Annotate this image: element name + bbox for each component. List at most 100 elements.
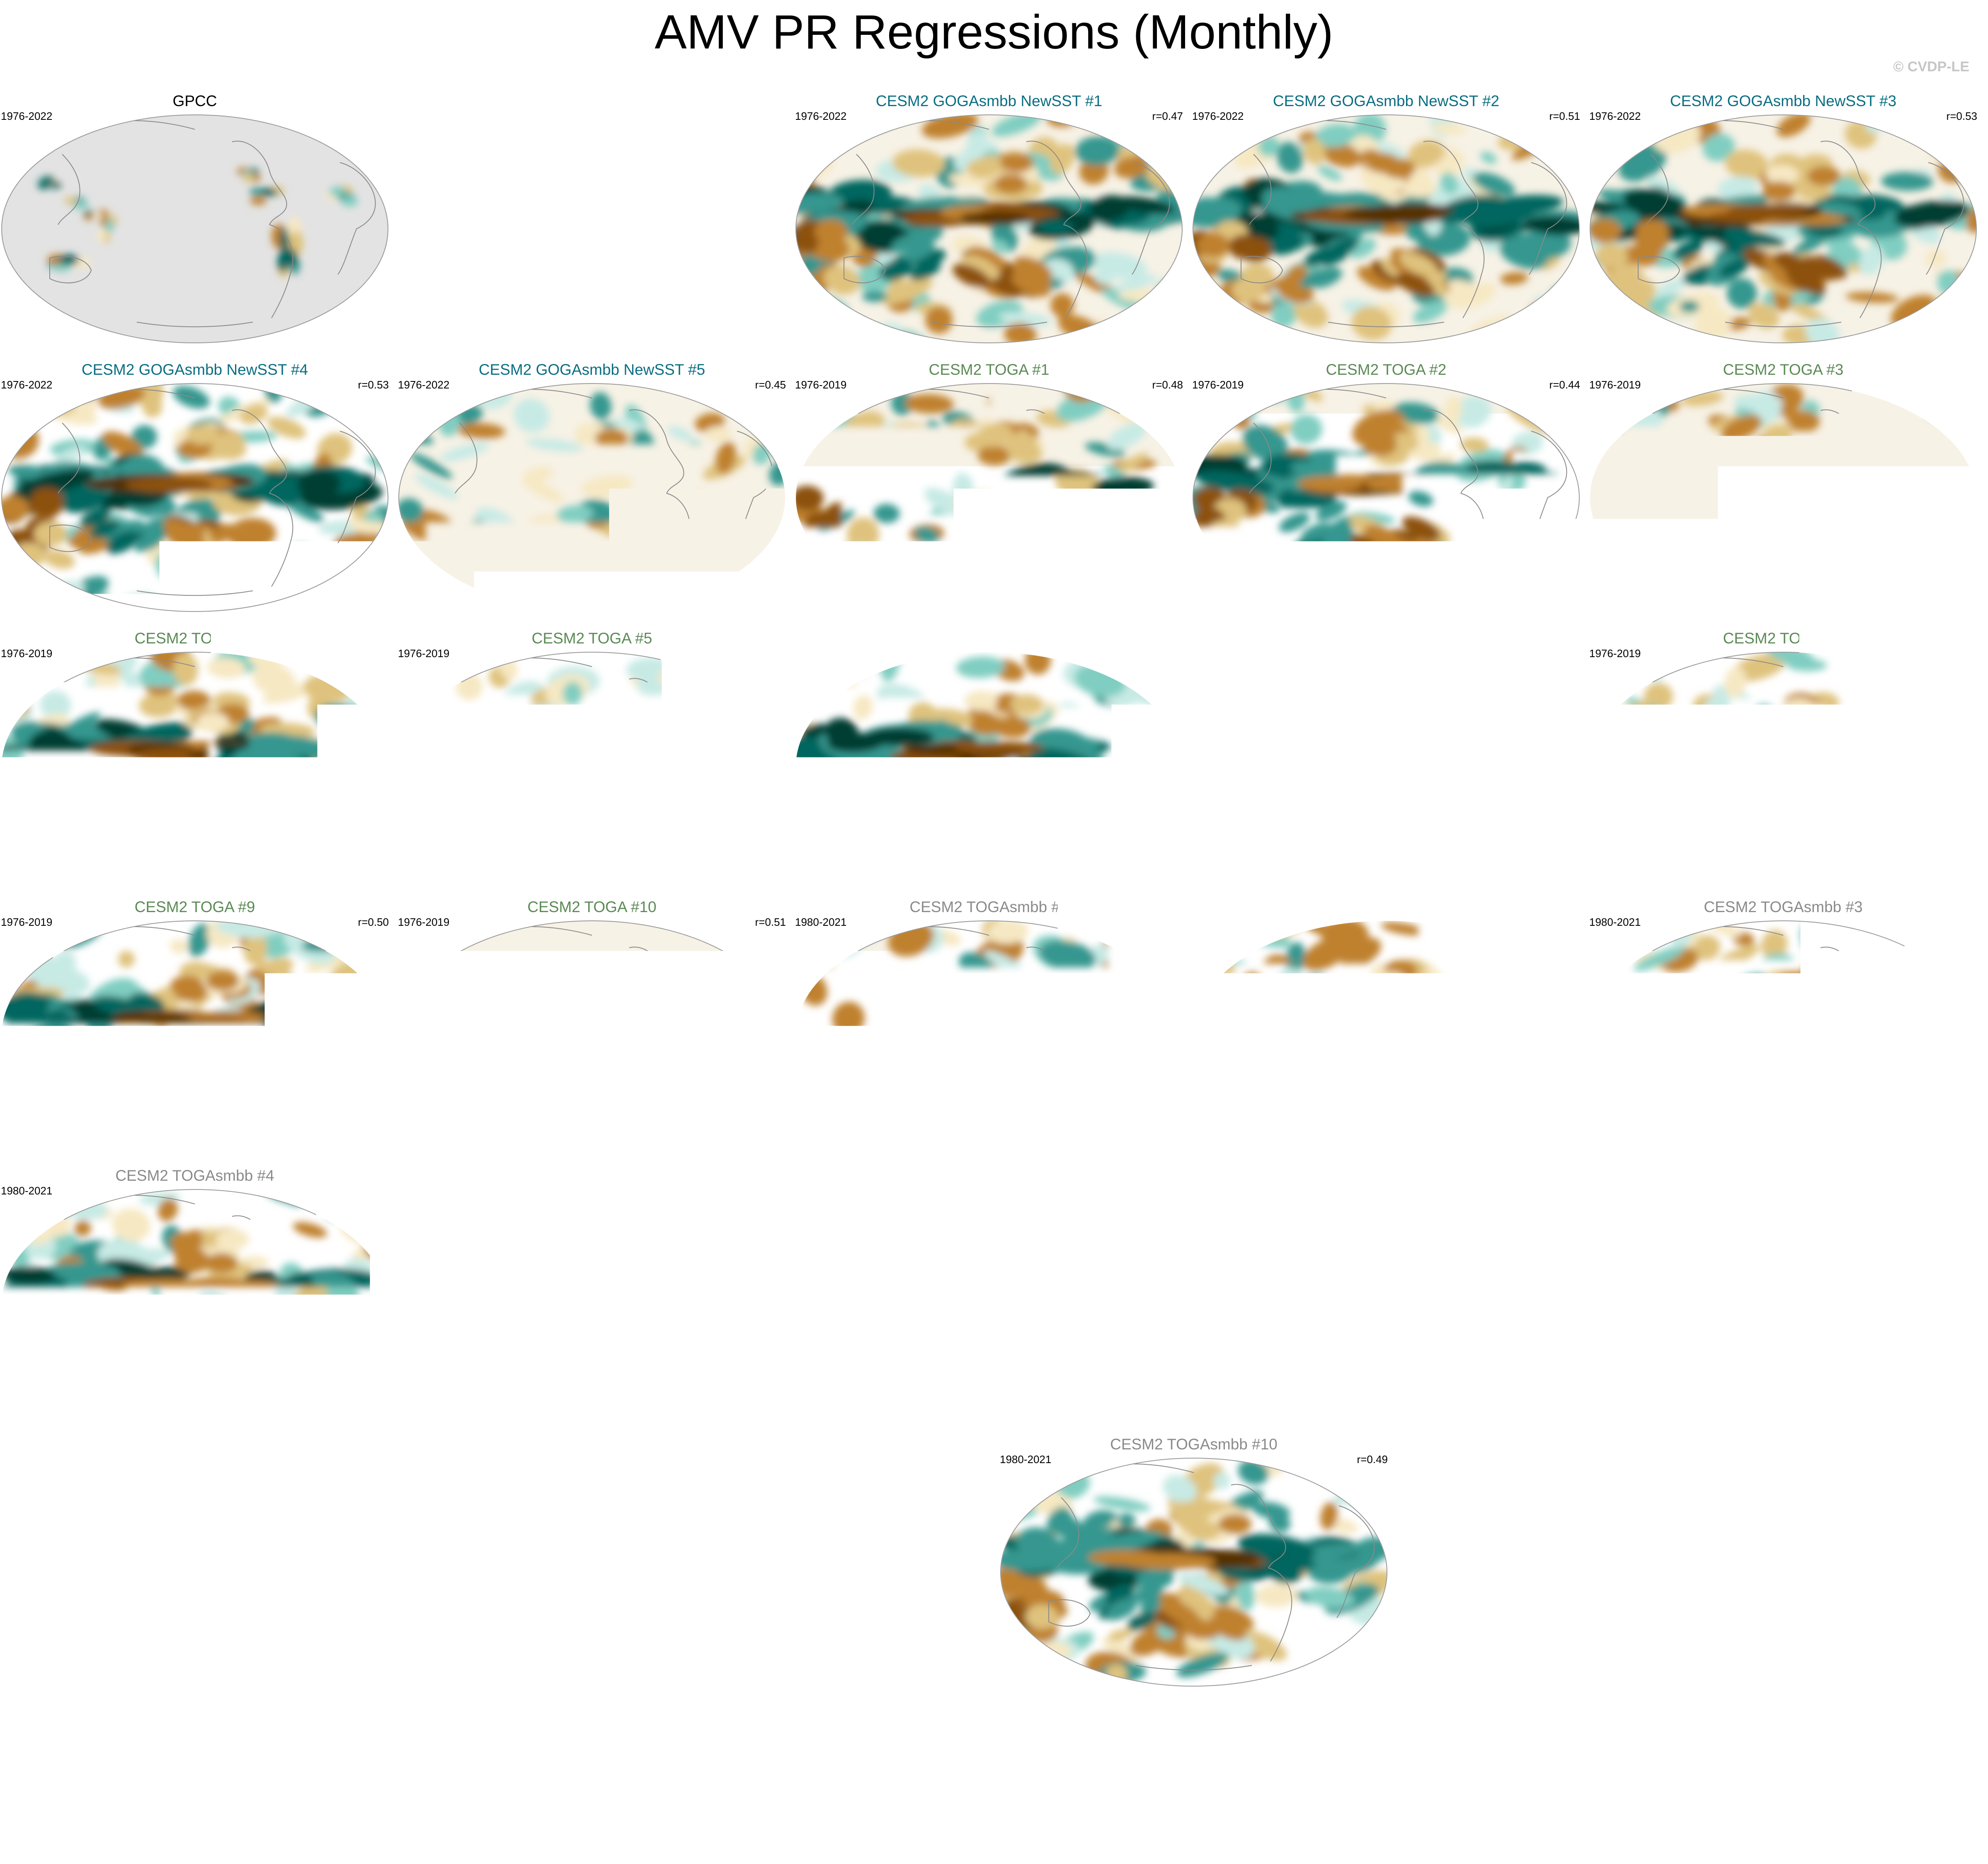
map-field bbox=[0, 361, 390, 618]
panel-title: CESM2 TOGAsmbb #10 bbox=[999, 1435, 1389, 1454]
colorbar-swatch bbox=[573, 1738, 643, 1767]
map-field bbox=[1588, 92, 1978, 349]
panel-years: 1976-2019 bbox=[1, 916, 52, 929]
regression-map bbox=[999, 1435, 1389, 1692]
regression-map bbox=[397, 1167, 787, 1424]
map-field bbox=[397, 898, 787, 1155]
map-panel: CESM2 GOGAsmbb NewSST #5 1976-2022 r=0.45 bbox=[397, 361, 787, 626]
map-panel: CESM2 TOGA #2 1976-2019 r=0.44 bbox=[1191, 361, 1581, 626]
panel-title: CESM2 TOGA #5 bbox=[397, 629, 787, 648]
colorbar-swatch bbox=[1485, 1738, 1555, 1767]
map-field bbox=[602, 1435, 992, 1692]
panel-years: 1976-2019 bbox=[398, 647, 449, 660]
panel-title: CESM2 TOGAsmbb #1 bbox=[794, 898, 1184, 916]
regression-map bbox=[1191, 1167, 1581, 1424]
panel-correlation: r=0.47 bbox=[755, 647, 786, 660]
map-panel: CESM2 TOGA #10 1976-2019 r=0.51 bbox=[397, 898, 787, 1163]
panel-years: 1976-2022 bbox=[398, 379, 449, 391]
panel-correlation: r=0.52 bbox=[1947, 916, 1977, 929]
regression-map bbox=[794, 361, 1184, 618]
panel-title: CESM2 TOGA #2 bbox=[1191, 361, 1581, 379]
panel-title: CESM2 TOGA #7 bbox=[1191, 629, 1581, 648]
map-field bbox=[0, 898, 390, 1155]
panel-years: 1976-2019 bbox=[1589, 379, 1641, 391]
map-field bbox=[794, 1167, 1184, 1424]
panel-title: CESM2 GOGAsmbb NewSST #4 bbox=[0, 361, 390, 379]
panel-correlation: r=0.53 bbox=[755, 1184, 786, 1197]
panel-years: 1980-2021 bbox=[1000, 1453, 1051, 1466]
map-field bbox=[0, 1167, 390, 1424]
map-panel: CESM2 TOGAsmbb #1 1980-2021 r=0.52 bbox=[794, 898, 1184, 1163]
map-panel: CESM2 TOGA #4 1976-2019 r=0.42 bbox=[0, 629, 390, 895]
map-panel-grid: GPCC 1976-2022 CESM2 GOGAsmbb NewSST #1 197… bbox=[0, 0, 1988, 1864]
panel-title: CESM2 TOGAsmbb #3 bbox=[1588, 898, 1978, 916]
panel-correlation: r=0.49 bbox=[1357, 1453, 1388, 1466]
panel-correlation: r=0.45 bbox=[755, 379, 786, 391]
map-panel: CESM2 TOGAsmbb #5 1980-2021 r=0.53 bbox=[397, 1167, 787, 1432]
regression-map bbox=[1191, 92, 1581, 349]
colorbar-swatch bbox=[784, 1738, 854, 1767]
colorbar-swatch bbox=[1204, 1738, 1274, 1767]
panel-correlation: r=0.44 bbox=[1549, 647, 1580, 660]
panel-years: 1976-2019 bbox=[1, 647, 52, 660]
regression-map bbox=[602, 1435, 992, 1692]
regression-map bbox=[1588, 92, 1978, 349]
colorbar-tick-label: -0.75 bbox=[671, 1770, 756, 1813]
regression-map bbox=[0, 92, 390, 349]
panel-title: CESM2 TOGAsmbb #6 bbox=[794, 1167, 1184, 1185]
panel-correlation: r=0.43 bbox=[1549, 1184, 1580, 1197]
panel-title: GPCC bbox=[0, 92, 390, 110]
map-panel: CESM2 TOGA #3 1976-2019 r=0.51 bbox=[1588, 361, 1978, 626]
panel-years: 1980-2021 bbox=[795, 1184, 846, 1197]
panel-years: 1976-2019 bbox=[1589, 647, 1641, 660]
panel-correlation: r=0.47 bbox=[1152, 1184, 1183, 1197]
colorbar-units-label: mm/day bbox=[0, 1808, 1988, 1850]
panel-correlation: r=0.51 bbox=[1947, 1184, 1977, 1197]
map-panel: CESM2 TOGA #5 1976-2019 r=0.47 bbox=[397, 629, 787, 895]
panel-correlation: r=0.51 bbox=[755, 916, 786, 929]
colorbar-swatch bbox=[854, 1738, 924, 1767]
colorbar-tick-label: 0.75 bbox=[1238, 1770, 1311, 1813]
panel-title: CESM2 TOGAsmbb #5 bbox=[397, 1167, 787, 1185]
colorbar-swatch bbox=[1555, 1738, 1625, 1767]
regression-map bbox=[1588, 361, 1978, 618]
panel-correlation: r=0.53 bbox=[358, 379, 389, 391]
map-field bbox=[999, 1435, 1389, 1692]
map-panel: CESM2 TOGAsmbb #8 1980-2021 r=0.51 bbox=[1588, 1167, 1978, 1432]
colorbar-swatch bbox=[363, 1738, 433, 1767]
regression-map bbox=[0, 898, 390, 1155]
colorbar-swatch bbox=[1274, 1738, 1344, 1767]
panel-correlation: r=0.48 bbox=[1152, 379, 1183, 391]
map-panel: CESM2 GOGAsmbb NewSST #1 1976-2022 r=0.47 bbox=[794, 92, 1184, 357]
regression-map bbox=[794, 92, 1184, 349]
colorbar-swatch bbox=[1625, 1738, 1695, 1767]
map-panel: CESM2 TOGA #9 1976-2019 r=0.50 bbox=[0, 898, 390, 1163]
panel-years: 1976-2022 bbox=[795, 110, 846, 123]
panel-correlation: r=0.41 bbox=[1152, 647, 1183, 660]
colorbar-tick-label: 0.25 bbox=[1098, 1770, 1170, 1813]
map-panel: CESM2 TOGA #6 1976-2019 r=0.41 bbox=[794, 629, 1184, 895]
map-panel: CESM2 TOGA #7 1976-2019 r=0.44 bbox=[1191, 629, 1581, 895]
colorbar-swatch bbox=[503, 1738, 573, 1767]
map-field bbox=[1191, 1167, 1581, 1424]
panel-title: CESM2 TOGA #3 bbox=[1588, 361, 1978, 379]
map-field bbox=[0, 92, 390, 349]
panel-title: CESM2 TOGA #9 bbox=[0, 898, 390, 916]
regression-map bbox=[0, 361, 390, 618]
panel-correlation: r=0.47 bbox=[1152, 110, 1183, 123]
panel-years: 1980-2021 bbox=[1192, 916, 1244, 929]
panel-title: CESM2 TOGAsmbb #8 bbox=[1588, 1167, 1978, 1185]
map-field bbox=[397, 361, 787, 618]
colorbar-tick-label: -2 bbox=[556, 1770, 589, 1813]
panel-correlation: r=0.48 bbox=[960, 1453, 991, 1466]
map-field bbox=[1588, 898, 1978, 1155]
map-panel: CESM2 TOGAsmbb #6 1980-2021 r=0.47 bbox=[794, 1167, 1184, 1432]
panel-years: 1976-2022 bbox=[1, 379, 52, 391]
map-panel: CESM2 TOGAsmbb #3 1980-2021 r=0.52 bbox=[1588, 898, 1978, 1163]
panel-years: 1976-2019 bbox=[795, 647, 846, 660]
panel-correlation: r=0.57 bbox=[1549, 916, 1580, 929]
map-panel: CESM2 GOGAsmbb NewSST #4 1976-2022 r=0.53 bbox=[0, 361, 390, 626]
panel-title: CESM2 TOGAsmbb #9 bbox=[602, 1435, 992, 1454]
colorbar-swatch bbox=[643, 1738, 713, 1767]
colorbar-tick-labels: -4 -2 -0.75 -0.25 0 0.25 0.75 2 4 bbox=[0, 1770, 1988, 1812]
